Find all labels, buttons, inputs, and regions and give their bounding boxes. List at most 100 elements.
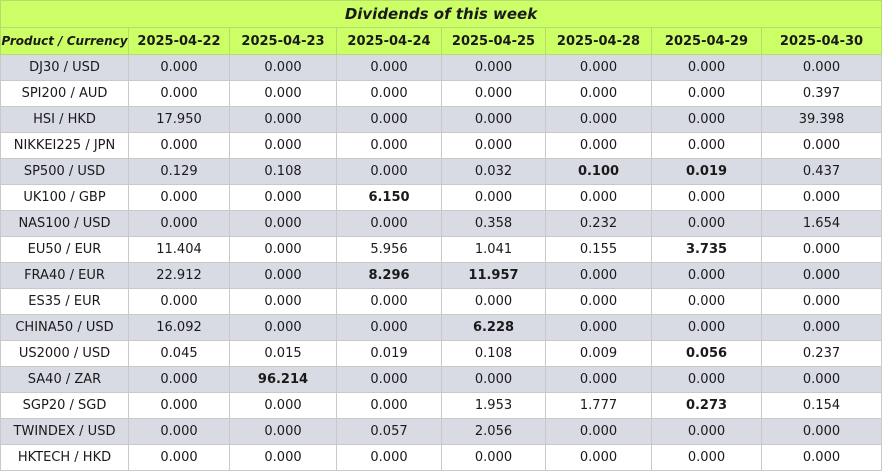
dividend-value-cell: 5.956 bbox=[336, 236, 442, 263]
dividend-value-cell: 0.000 bbox=[229, 262, 337, 289]
table-body: DJ30 / USD 0.000 0.000 0.000 0.000 0.000 0.000… bbox=[0, 54, 882, 471]
product-cell: NAS100 / USD bbox=[0, 210, 129, 237]
product-cell: FRA40 / EUR bbox=[0, 262, 129, 289]
dividend-value-cell: 0.000 bbox=[128, 288, 230, 315]
product-cell: TWINDEX / USD bbox=[0, 418, 129, 445]
date-column-header: 2025-04-29 bbox=[651, 27, 762, 55]
dividend-value-cell: 0.000 bbox=[761, 132, 882, 159]
dividend-value-cell: 22.912 bbox=[128, 262, 230, 289]
table-row: NIKKEI225 / JPN 0.000 0.000 0.000 0.000 0.000… bbox=[0, 132, 882, 159]
dividend-value-cell: 0.000 bbox=[651, 418, 762, 445]
product-cell: ES35 / EUR bbox=[0, 288, 129, 315]
product-cell: CHINA50 / USD bbox=[0, 314, 129, 341]
dividend-value-cell: 0.000 bbox=[441, 444, 546, 471]
dividend-value-cell: 0.000 bbox=[545, 366, 652, 393]
dividend-value-cell: 0.000 bbox=[229, 236, 337, 263]
dividend-value-cell: 0.154 bbox=[761, 392, 882, 419]
dividend-value-cell: 0.000 bbox=[128, 366, 230, 393]
dividend-value-cell: 0.000 bbox=[128, 444, 230, 471]
dividend-value-cell: 0.032 bbox=[441, 158, 546, 185]
dividend-value-cell: 0.000 bbox=[229, 314, 337, 341]
dividend-value-cell: 0.000 bbox=[761, 184, 882, 211]
dividend-value-cell: 39.398 bbox=[761, 106, 882, 133]
dividend-value-cell: 96.214 bbox=[229, 366, 337, 393]
product-cell: EU50 / EUR bbox=[0, 236, 129, 263]
dividend-value-cell: 0.000 bbox=[651, 80, 762, 107]
dividend-value-cell: 0.019 bbox=[651, 158, 762, 185]
dividend-value-cell: 3.735 bbox=[651, 236, 762, 263]
table-row: SA40 / ZAR 0.000 96.214 0.000 0.000 0.000 0.00… bbox=[0, 366, 882, 393]
table-row: US2000 / USD 0.045 0.015 0.019 0.108 0.009 0.0… bbox=[0, 340, 882, 367]
dividend-value-cell: 0.000 bbox=[651, 184, 762, 211]
dividend-value-cell: 1.953 bbox=[441, 392, 546, 419]
date-column-header: 2025-04-23 bbox=[229, 27, 337, 55]
table-row: HKTECH / HKD 0.000 0.000 0.000 0.000 0.000 0.0… bbox=[0, 444, 882, 471]
date-column-header: 2025-04-28 bbox=[545, 27, 652, 55]
product-cell: DJ30 / USD bbox=[0, 54, 129, 81]
dividend-value-cell: 0.000 bbox=[336, 366, 442, 393]
dividend-value-cell: 0.000 bbox=[651, 54, 762, 81]
dividend-value-cell: 2.056 bbox=[441, 418, 546, 445]
dividend-value-cell: 0.237 bbox=[761, 340, 882, 367]
product-cell: SA40 / ZAR bbox=[0, 366, 129, 393]
dividend-value-cell: 11.957 bbox=[441, 262, 546, 289]
dividend-value-cell: 0.000 bbox=[128, 184, 230, 211]
dividend-value-cell: 0.015 bbox=[229, 340, 337, 367]
dividend-value-cell: 0.000 bbox=[651, 444, 762, 471]
dividend-value-cell: 0.000 bbox=[545, 54, 652, 81]
product-column-header: Product / Currency bbox=[0, 27, 129, 55]
dividend-value-cell: 0.000 bbox=[545, 106, 652, 133]
table-row: ES35 / EUR 0.000 0.000 0.000 0.000 0.000 0.000… bbox=[0, 288, 882, 315]
dividend-value-cell: 0.000 bbox=[128, 80, 230, 107]
table-row: SPI200 / AUD 0.000 0.000 0.000 0.000 0.000 0.0… bbox=[0, 80, 882, 107]
dividend-value-cell: 0.000 bbox=[761, 418, 882, 445]
product-cell: SP500 / USD bbox=[0, 158, 129, 185]
date-column-header: 2025-04-30 bbox=[761, 27, 882, 55]
date-column-header: 2025-04-24 bbox=[336, 27, 442, 55]
dividend-value-cell: 0.000 bbox=[441, 132, 546, 159]
dividend-value-cell: 0.000 bbox=[128, 210, 230, 237]
dividend-value-cell: 0.000 bbox=[651, 106, 762, 133]
dividend-value-cell: 0.000 bbox=[336, 80, 442, 107]
dividend-value-cell: 0.000 bbox=[545, 132, 652, 159]
dividend-value-cell: 0.000 bbox=[761, 366, 882, 393]
table-row: EU50 / EUR 11.404 0.000 5.956 1.041 0.155 3.73… bbox=[0, 236, 882, 263]
dividend-value-cell: 0.000 bbox=[441, 288, 546, 315]
dividend-value-cell: 0.129 bbox=[128, 158, 230, 185]
dividend-value-cell: 0.000 bbox=[336, 158, 442, 185]
dividend-value-cell: 0.000 bbox=[651, 262, 762, 289]
dividend-value-cell: 0.000 bbox=[545, 80, 652, 107]
dividend-value-cell: 0.000 bbox=[229, 80, 337, 107]
table-title: Dividends of this week bbox=[0, 0, 882, 28]
header-row: Product / Currency 2025-04-22 2025-04-23… bbox=[0, 27, 882, 55]
dividend-value-cell: 0.358 bbox=[441, 210, 546, 237]
dividend-value-cell: 0.000 bbox=[761, 314, 882, 341]
dividend-value-cell: 1.654 bbox=[761, 210, 882, 237]
dividend-value-cell: 0.000 bbox=[545, 418, 652, 445]
dividend-value-cell: 0.000 bbox=[761, 262, 882, 289]
dividend-value-cell: 0.000 bbox=[336, 132, 442, 159]
product-cell: SGP20 / SGD bbox=[0, 392, 129, 419]
dividend-value-cell: 0.057 bbox=[336, 418, 442, 445]
dividend-value-cell: 0.000 bbox=[651, 314, 762, 341]
dividend-value-cell: 0.000 bbox=[441, 184, 546, 211]
dividend-value-cell: 0.000 bbox=[441, 54, 546, 81]
dividend-value-cell: 0.000 bbox=[229, 132, 337, 159]
dividend-value-cell: 1.041 bbox=[441, 236, 546, 263]
dividend-value-cell: 17.950 bbox=[128, 106, 230, 133]
dividend-value-cell: 0.397 bbox=[761, 80, 882, 107]
dividend-value-cell: 0.232 bbox=[545, 210, 652, 237]
dividend-value-cell: 0.000 bbox=[441, 106, 546, 133]
table-row: UK100 / GBP 0.000 0.000 6.150 0.000 0.000 0.00… bbox=[0, 184, 882, 211]
product-cell: NIKKEI225 / JPN bbox=[0, 132, 129, 159]
dividend-value-cell: 0.000 bbox=[336, 54, 442, 81]
dividend-value-cell: 0.000 bbox=[761, 54, 882, 81]
dividend-value-cell: 0.009 bbox=[545, 340, 652, 367]
dividend-value-cell: 0.000 bbox=[128, 132, 230, 159]
dividend-value-cell: 0.000 bbox=[336, 314, 442, 341]
table-row: SP500 / USD 0.129 0.108 0.000 0.032 0.100 0.01… bbox=[0, 158, 882, 185]
table-row: NAS100 / USD 0.000 0.000 0.000 0.358 0.232 0.0… bbox=[0, 210, 882, 237]
dividend-value-cell: 0.000 bbox=[545, 444, 652, 471]
